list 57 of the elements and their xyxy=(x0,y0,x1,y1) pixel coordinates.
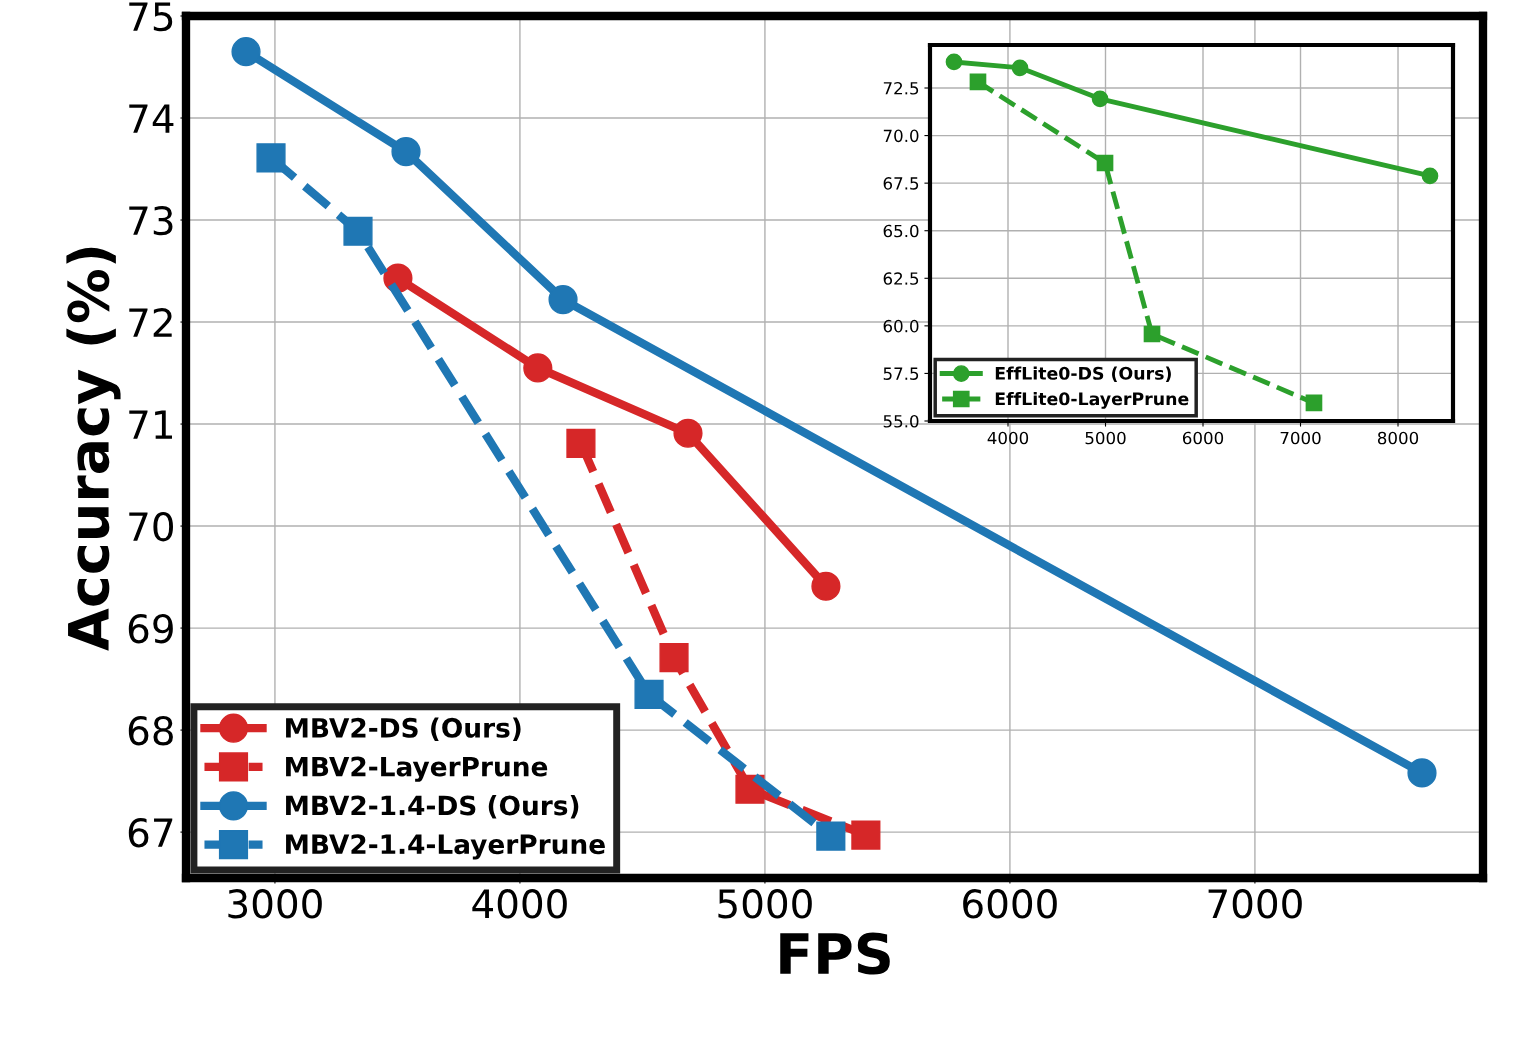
y-tick-label: 73 xyxy=(129,205,173,236)
point xyxy=(256,143,286,173)
y-tick-label: 72.5 xyxy=(883,81,919,95)
y-tick-label: 75 xyxy=(129,2,173,32)
legend-label: MBV2-1.4-LayerPrune xyxy=(286,834,605,860)
point xyxy=(1096,154,1114,172)
x-tick-label: 4000 xyxy=(472,889,567,919)
point xyxy=(634,679,664,709)
point xyxy=(1011,59,1029,77)
point xyxy=(811,571,841,601)
point xyxy=(343,216,373,246)
y-tick-label: 69 xyxy=(128,613,173,644)
y-tick-label: 60.0 xyxy=(883,319,919,333)
y-tick-label: 74 xyxy=(129,104,174,133)
y-tick-label: 62.5 xyxy=(883,272,919,285)
x-tick-label: 4000 xyxy=(987,431,1029,445)
point xyxy=(969,73,987,91)
point xyxy=(851,820,881,850)
x-tick-label: 6000 xyxy=(1182,431,1224,445)
legend-label: MBV2-LayerPrune xyxy=(286,756,548,782)
legend-label: EffLite0-LayerPrune xyxy=(995,391,1189,409)
y-tick-label: 70 xyxy=(129,511,173,542)
x-tick-label: 6000 xyxy=(963,889,1057,919)
point xyxy=(566,428,596,459)
x-tick-label: 3000 xyxy=(228,889,322,919)
y-axis-title: Accuracy (%) xyxy=(66,247,121,651)
y-tick-label: 67 xyxy=(128,818,173,848)
y-tick-label: 57.5 xyxy=(883,367,919,380)
point xyxy=(548,285,578,315)
x-axis-title: FPS xyxy=(780,932,890,975)
point xyxy=(231,37,261,67)
y-tick-label: 65.0 xyxy=(883,224,919,238)
point xyxy=(1421,167,1439,185)
point xyxy=(1407,758,1437,788)
point xyxy=(1091,90,1109,108)
point xyxy=(523,353,553,383)
point xyxy=(659,643,689,673)
y-tick-label: 72 xyxy=(129,307,172,337)
point xyxy=(945,53,963,71)
y-tick-label: 70.0 xyxy=(883,129,919,143)
point xyxy=(816,821,846,851)
point xyxy=(1143,325,1161,343)
x-tick-label: 5000 xyxy=(718,889,812,919)
legend-label: EffLite0-DS (Ours) xyxy=(995,366,1171,382)
x-tick-label: 7000 xyxy=(1280,431,1321,445)
y-tick-label: 55.0 xyxy=(883,414,919,428)
point xyxy=(673,418,703,448)
y-tick-label: 71 xyxy=(129,410,172,439)
y-tick-label: 68 xyxy=(128,715,173,746)
legend-label: MBV2-DS (Ours) xyxy=(286,717,521,741)
point xyxy=(391,137,421,167)
x-tick-label: 5000 xyxy=(1085,431,1126,445)
x-tick-label: 8000 xyxy=(1377,431,1419,445)
y-tick-label: 67.5 xyxy=(883,177,919,190)
legend-label: MBV2-1.4-DS (Ours) xyxy=(286,795,579,819)
point xyxy=(1305,394,1323,412)
x-tick-label: 7000 xyxy=(1208,889,1302,919)
